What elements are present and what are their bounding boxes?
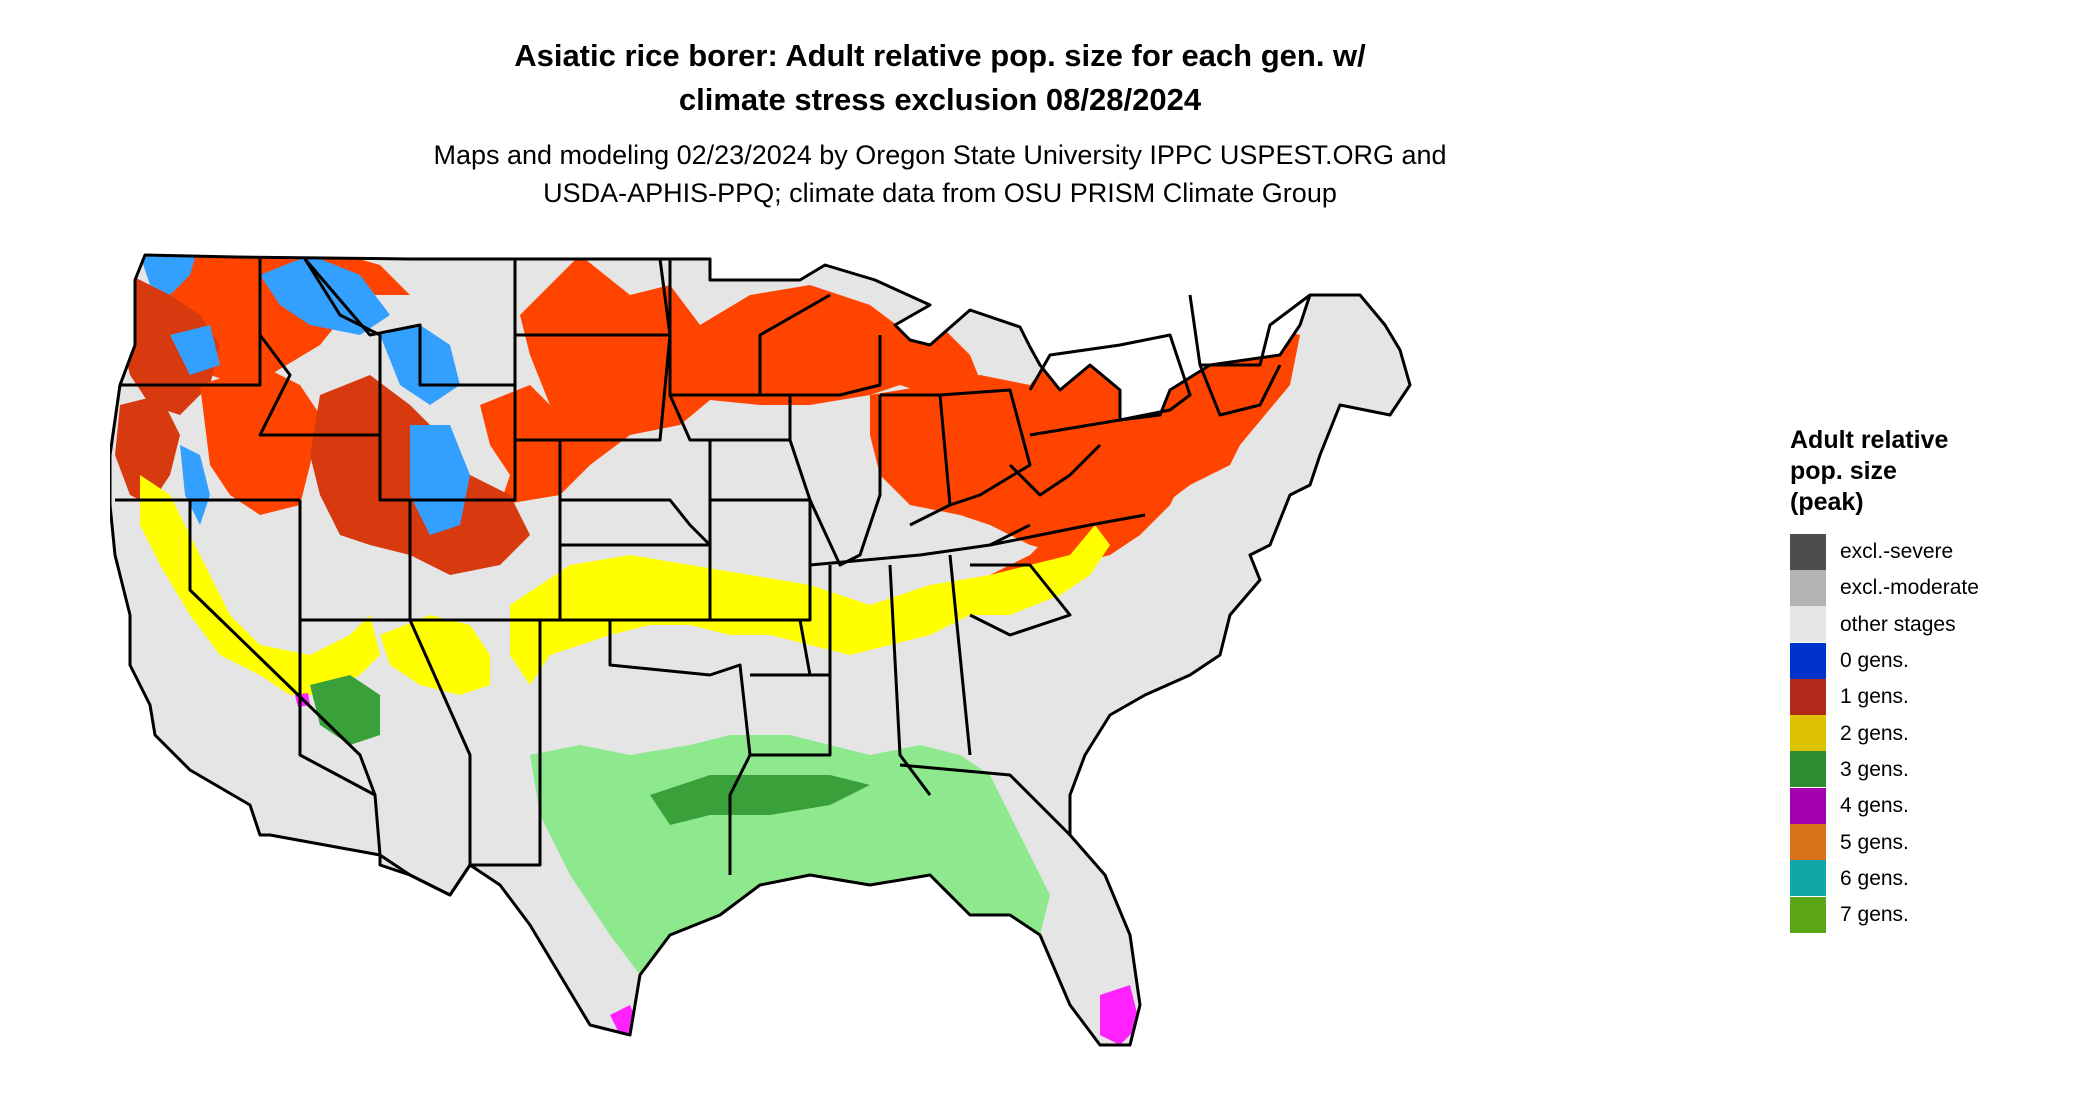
legend-label: 2 gens. [1840,721,1909,745]
legend-swatch [1790,824,1826,862]
border-wi-il [790,335,882,397]
legend-item: 4 gens. [1790,787,2090,825]
zone-other-southeast [990,675,1090,795]
border-va-wv [1008,443,1102,497]
border-ca-nv [188,500,377,796]
legend-item: 0 gens. [1790,642,2090,680]
border-ny [1028,333,1192,437]
border-in-oh [880,393,952,527]
legend-label: 1 gens. [1840,685,1909,709]
map-title: Asiatic rice borer: Adult relative pop. … [0,34,1880,122]
legend-item: excl.-moderate [1790,569,2090,607]
border-az-nm [298,619,472,897]
legend-title-line-2: pop. size [1790,457,1897,485]
border-sd-ne [513,334,672,442]
border-ks-ok [560,543,712,622]
zone-3-gen [310,675,1050,975]
legend-swatch [1790,787,1826,825]
state-borders [110,253,1412,1047]
zone-1gen-california [115,395,180,505]
border-nd-sd [515,257,672,337]
legend-swatch [1790,860,1826,898]
legend-item: 2 gens. [1790,715,2090,753]
legend-item: 5 gens. [1790,824,2090,862]
zone-1gen-great-lakes [870,325,1300,555]
zone-0gen-idaho [170,325,220,375]
map-legend: Adult relative pop. size (peak) excl.-se… [1790,425,2090,934]
us-map [110,253,1412,1047]
border-ne-ks [558,440,712,547]
zone-0gen-rockies-north [260,255,390,335]
border-wa-or [120,335,262,387]
zone-2gen-arizona [380,615,490,695]
zone-4gen-florida-tip [1100,985,1140,1045]
legend-swatch [1790,642,1826,680]
border-ar-la [710,618,812,677]
subtitle-line-2: USDA-APHIS-PPQ; climate data from OSU PR… [543,178,1337,208]
zone-1gen-appalachia [970,465,1190,585]
legend-label: excl.-severe [1840,540,1954,564]
legend-swatch [1790,751,1826,789]
zone-0gen-sierra [180,445,210,525]
border-wy [378,385,517,502]
legend-item: 7 gens. [1790,896,2090,934]
border-nc-va [989,513,1146,547]
zone-1gen-northern-plains [500,255,990,505]
legend-label: 3 gens. [1840,757,1909,781]
legend-item: other stages [1790,606,2090,644]
border-ky-tn [809,523,1031,567]
us-outline [110,253,1412,1047]
legend-item: 3 gens. [1790,751,2090,789]
legend-title: Adult relative pop. size (peak) [1790,425,2090,518]
legend-label: 5 gens. [1840,830,1909,854]
legend-swatch [1790,606,1826,644]
legend-item: excl.-severe [1790,533,2090,571]
border-nm-tx [410,618,542,867]
title-line-1: Asiatic rice borer: Adult relative pop. … [514,38,1366,73]
legend-item: 6 gens. [1790,860,2090,898]
border-ok-tx [540,618,752,875]
legend-swatch [1790,533,1826,571]
zone-1gen-colorado [480,385,570,485]
legend-label: 6 gens. [1840,866,1909,890]
border-id [258,258,382,437]
zone-0gen-cascades [140,255,200,295]
border-tn-ms-al [828,554,972,796]
border-mn [668,259,831,397]
subtitle-line-1: Maps and modeling 02/23/2024 by Oregon S… [433,140,1447,170]
title-line-2: climate stress exclusion 08/28/2024 [678,82,1202,117]
legend-title-line-1: Adult relative [1790,426,1949,454]
legend-label: other stages [1840,612,1956,636]
legend-swatch [1790,569,1826,607]
border-ga-sc [969,563,1072,637]
legend-items: excl.-severe excl.-moderate other stages… [1790,533,2090,934]
border-new-england [1188,293,1311,417]
legend-swatch [1790,715,1826,753]
legend-swatch [1790,896,1826,934]
legend-label: 0 gens. [1840,649,1909,673]
zone-1gen-great-basin [200,365,320,515]
zone-0-gen [140,255,470,535]
legend-label: 7 gens. [1840,903,1909,927]
legend-swatch [1790,678,1826,716]
map-subtitle: Maps and modeling 02/23/2024 by Oregon S… [0,136,1880,212]
zone-3gen-arizona [310,675,380,745]
zone-1gen-oregon [120,275,220,415]
legend-label: 4 gens. [1840,794,1909,818]
zone-3gen-gulf-dark [650,775,870,825]
zone-0gen-colorado [410,425,470,535]
legend-title-line-3: (peak) [1790,488,1864,516]
border-ga-fl [899,763,1072,837]
zone-2gen-california [140,475,380,695]
border-oh-pa [939,388,1032,507]
legend-item: 1 gens. [1790,678,2090,716]
legend-label: excl.-moderate [1840,576,1979,600]
